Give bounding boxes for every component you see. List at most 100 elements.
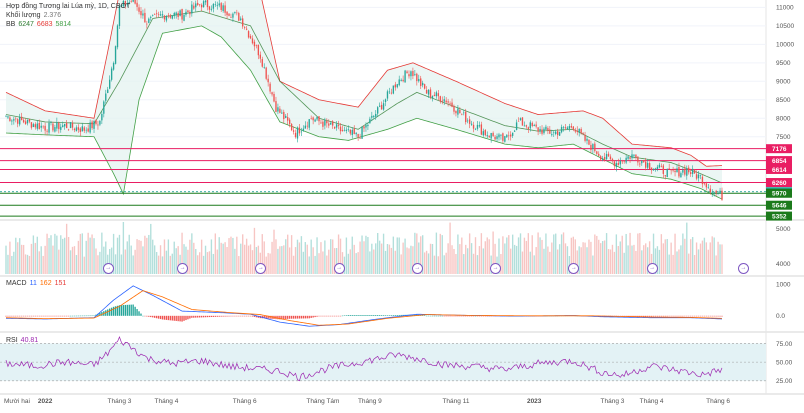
volume-bar	[574, 239, 576, 274]
macd-histogram-bar	[684, 315, 686, 317]
macd-histogram-bar	[422, 315, 424, 316]
macd-histogram-bar	[193, 315, 195, 318]
volume-bar	[304, 242, 306, 274]
candle-body	[598, 153, 600, 156]
candle-body	[226, 11, 228, 16]
candle-body	[650, 167, 653, 171]
macd-histogram-bar	[64, 315, 66, 317]
volume-bar	[193, 242, 195, 274]
macd-histogram-bar	[715, 315, 717, 317]
macd-histogram-bar	[124, 304, 127, 316]
volume-bar	[15, 237, 17, 274]
candle-body	[467, 120, 469, 122]
candle-body	[333, 126, 336, 129]
macd-histogram-bar	[152, 315, 154, 318]
volume-bar	[558, 244, 561, 274]
macd-histogram-bar	[13, 315, 15, 317]
volume-bar	[467, 248, 469, 274]
candle-body	[279, 108, 281, 113]
macd-histogram-bar	[226, 315, 228, 317]
macd-histogram-bar	[373, 315, 375, 316]
bb-label: BB	[6, 21, 16, 28]
macd-histogram-bar	[46, 315, 48, 317]
candle-body	[253, 41, 256, 47]
volume-bar	[717, 241, 719, 274]
volume-bar	[441, 235, 443, 274]
volume-bar	[26, 254, 29, 274]
candle-body	[79, 128, 82, 132]
volume-bar	[377, 233, 379, 274]
candle-body	[662, 165, 664, 174]
event-marker-icon[interactable]: →	[490, 263, 502, 274]
volume-bar	[674, 233, 676, 274]
macd-histogram-bar	[322, 315, 324, 317]
level-tag-label: 5352	[772, 213, 787, 220]
macd-histogram-bar	[251, 315, 254, 317]
candle-body	[674, 170, 676, 173]
candle-body	[103, 101, 105, 114]
volume-bar	[658, 249, 661, 274]
event-marker-icon[interactable]: →	[738, 263, 749, 274]
event-marker-icon[interactable]: →	[102, 263, 114, 274]
macd-histogram-bar	[77, 315, 80, 317]
macd-histogram-bar	[455, 315, 457, 317]
volume-bar	[705, 242, 708, 274]
event-marker-icon[interactable]: →	[646, 263, 658, 274]
volume-bar	[48, 238, 50, 274]
candle-body	[506, 134, 508, 138]
volume-bar	[425, 250, 428, 274]
candle-body	[122, 0, 125, 7]
event-marker-icon[interactable]: →	[255, 263, 267, 274]
macd-histogram-bar	[30, 315, 33, 317]
volume-bar	[222, 243, 224, 274]
macd-histogram-bar	[304, 315, 306, 319]
candle-body	[382, 103, 385, 110]
candle-body	[187, 10, 189, 13]
candle-body	[140, 11, 142, 16]
volume-bar	[349, 249, 351, 274]
volume-bar	[296, 239, 299, 274]
event-marker-icon[interactable]: →	[568, 263, 580, 274]
chart-title: Hợp đồng Tương lai Lúa mỳ, 1D, CBOT	[6, 2, 133, 11]
candle-body	[408, 74, 410, 77]
candle-body	[541, 129, 543, 134]
macd-histogram-bar	[81, 315, 83, 317]
volume-bar	[247, 245, 250, 274]
volume-bar	[118, 234, 121, 274]
volume-bar	[261, 234, 263, 274]
candle-body	[380, 104, 383, 110]
volume-bar	[515, 245, 518, 274]
rsi-tick-label: 50.00	[776, 359, 793, 366]
event-marker-icon[interactable]: →	[177, 263, 189, 274]
candle-body	[214, 4, 217, 5]
candle-body	[527, 127, 530, 129]
macd-histogram-bar	[357, 315, 359, 316]
macd-histogram-bar	[60, 315, 62, 317]
macd-histogram-bar	[204, 315, 207, 318]
candle-body	[668, 168, 670, 169]
macd-legend: MACD 11 162 151	[6, 279, 69, 288]
macd-tick-label: 1000	[776, 282, 791, 289]
candle-body	[259, 54, 261, 59]
macd-histogram-bar	[693, 315, 696, 317]
candle-body	[153, 14, 156, 15]
candle-body	[15, 118, 17, 120]
macd-histogram-bar	[177, 315, 179, 322]
candle-body	[390, 92, 393, 94]
time-axis: Mười hai 2022 Tháng 3 Tháng 4 Tháng 6 Tháng T…	[4, 398, 730, 405]
macd-histogram-bar	[198, 315, 201, 318]
candle-body	[218, 3, 220, 6]
event-marker-icon[interactable]: →	[411, 263, 423, 274]
candle-body	[308, 119, 310, 128]
volume-bar	[555, 233, 557, 274]
volume-bar	[648, 241, 651, 274]
volume-bar	[645, 243, 647, 274]
candle-body	[146, 23, 148, 25]
candle-body	[611, 159, 614, 161]
event-marker-icon[interactable]: →	[333, 263, 345, 274]
candle-body	[615, 162, 618, 168]
volume-bar	[175, 248, 177, 274]
candle-body	[697, 174, 700, 179]
macd-histogram-bar	[22, 315, 25, 317]
